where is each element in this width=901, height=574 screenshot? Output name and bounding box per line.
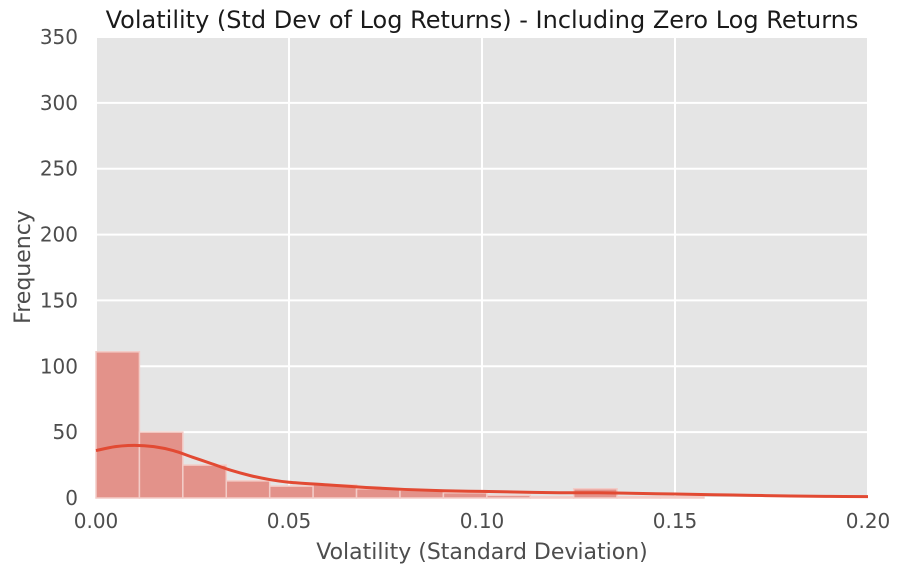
y-tick-label: 350 — [40, 25, 78, 49]
x-tick-label: 0.15 — [653, 509, 698, 533]
y-tick-label: 200 — [40, 223, 78, 247]
histogram-bar — [268, 485, 314, 499]
histogram-bar — [486, 494, 532, 499]
histogram-bar — [95, 351, 141, 499]
x-axis-label: Volatility (Standard Deviation) — [316, 540, 647, 565]
histogram-bar — [225, 480, 271, 499]
y-tick-label: 50 — [53, 420, 78, 444]
histogram-bar — [659, 495, 705, 499]
x-tick-label: 0.00 — [74, 509, 119, 533]
x-tick-label: 0.10 — [460, 509, 505, 533]
y-axis-label: Frequency — [11, 210, 36, 324]
y-tick-label: 250 — [40, 157, 78, 181]
histogram-bar — [442, 491, 488, 499]
x-tick-label: 0.05 — [267, 509, 312, 533]
histogram-bar — [138, 431, 184, 499]
histogram-bar — [616, 495, 662, 499]
y-tick-label: 100 — [40, 354, 78, 378]
kde-line — [95, 443, 869, 499]
x-tick-labels: 0.00 0.05 0.10 0.15 0.20 — [74, 509, 891, 533]
y-tick-label: 300 — [40, 91, 78, 115]
y-tick-label: 150 — [40, 288, 78, 312]
histogram-bars — [95, 351, 705, 499]
chart-title: Volatility (Std Dev of Log Returns) - In… — [106, 6, 859, 34]
histogram-bar — [182, 464, 228, 499]
histogram-bar — [529, 495, 575, 499]
grid-lines — [95, 36, 869, 499]
x-tick-label: 0.20 — [846, 509, 891, 533]
y-tick-label: 0 — [65, 486, 78, 510]
y-tick-labels: 0 50 100 150 200 250 300 350 — [40, 25, 78, 510]
